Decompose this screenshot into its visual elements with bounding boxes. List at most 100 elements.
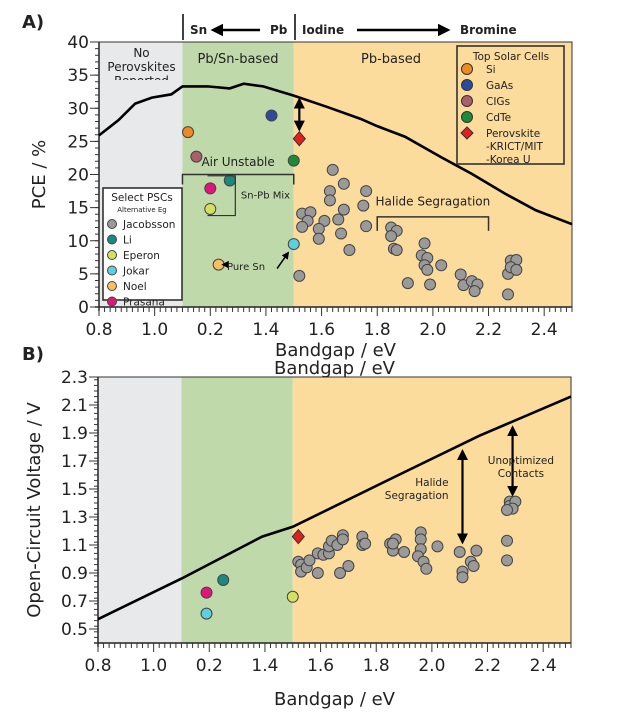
air-unstable-bracket [181, 173, 295, 185]
region-label-no-perovskites-box: No Perovskites Reported [107, 46, 176, 80]
legend-marker-diamond [460, 126, 474, 140]
x-tick-label: 0.8 [84, 656, 111, 676]
data-point-jacobsson [467, 560, 480, 572]
data-point-perovskite [292, 130, 306, 147]
data-point-jacobsson [323, 194, 336, 207]
x-tick-label: 1.8 [364, 320, 391, 340]
data-point-jacobsson [420, 562, 433, 575]
annotation-unoptimized-contacts: Contacts [498, 468, 544, 480]
data-point-jacobsson [337, 177, 350, 190]
header-bromine: Bromine [460, 23, 517, 37]
legend-entry-label: CIGs [486, 96, 510, 108]
legend-entry-label: CdTe [486, 112, 511, 124]
data-point-jacobsson [335, 227, 348, 240]
legend-entry-label: -Korea U [486, 154, 531, 166]
y-tick-label: 20 [67, 166, 89, 186]
data-point-jacobsson [454, 268, 467, 281]
legend-marker [107, 265, 117, 276]
legend-marker [107, 234, 117, 245]
y-tick-label: 25 [67, 132, 89, 152]
legend-title: Top Solar Cells [472, 51, 549, 63]
legend-marker [461, 95, 473, 107]
sn-pb-mix-bracket [207, 175, 236, 217]
legend-entry-label: Jokar [122, 266, 150, 278]
x-tick-label: 0.2 [196, 656, 223, 676]
x-tick-label: 1.6 [308, 320, 335, 340]
annotation-halide-segregation: Halide [415, 477, 448, 489]
data-point-jacobsson [332, 213, 345, 226]
panel-b [89, 376, 572, 652]
data-point-jacobsson [342, 560, 355, 572]
data-point-cigs [190, 150, 203, 163]
legend-title: Select PSCs [111, 192, 173, 204]
y-tick-label: 5 [78, 265, 89, 285]
data-point-jacobsson [501, 534, 514, 547]
legend-top-solar-cells [456, 45, 565, 165]
data-point-jacobsson [390, 244, 403, 257]
y-tick-label: 35 [67, 66, 89, 86]
legend-marker [107, 219, 117, 229]
data-point-jacobsson [312, 222, 325, 235]
data-point-jacobsson [385, 230, 398, 243]
y-tick-label: 1.7 [61, 452, 88, 472]
legend-entry-label: Li [123, 235, 132, 247]
data-point-jacobsson [468, 285, 481, 298]
data-point-jacobsson [421, 263, 434, 276]
annotation-halide-segregation: Halide Segragation [376, 195, 491, 209]
data-point-jacobsson [359, 537, 372, 550]
region-label-pb: Pb-based [361, 52, 421, 67]
data-point-prasana [204, 182, 217, 195]
region-band [292, 377, 571, 643]
data-point-jacobsson [293, 269, 306, 282]
y-tick-label: 0.5 [61, 620, 88, 640]
region-label-no-perovskites: No Perovskites Reported [107, 46, 176, 80]
y-tick-label: 1.1 [61, 536, 88, 556]
data-point-jacobsson [357, 199, 370, 212]
data-point-eperon [286, 590, 299, 603]
y-tick-label: 0.9 [61, 564, 88, 584]
x-tick-label: 1.4 [252, 320, 279, 340]
data-point-gaas [265, 109, 278, 122]
data-point-eperon [204, 202, 217, 215]
y-axis-title: PCE / % [29, 140, 50, 209]
data-point-jacobsson [456, 571, 469, 584]
data-point-jacobsson [360, 185, 373, 198]
x-tick-label: 2.4 [530, 656, 557, 676]
x-tick-label: 1.0 [141, 320, 168, 340]
x-axis-title: Bandgap / eV [274, 689, 396, 710]
legend-entry-label: Eperon [123, 250, 160, 262]
panel-a: No Perovskites Reported [90, 41, 573, 316]
region-band [293, 42, 572, 307]
region-label-pb-sn: Pb/Sn-based [198, 52, 279, 67]
data-point-jacobsson [312, 232, 325, 245]
legend-entry-label: Si [486, 64, 496, 76]
data-point-li [217, 574, 230, 586]
x-tick-label: 1.8 [363, 656, 390, 676]
y-tick-label: 10 [67, 232, 89, 252]
legend-subtitle: Alternative Eg [117, 206, 167, 214]
annotation-unoptimized-contacts: Unoptimized [488, 455, 554, 467]
y-tick-label: 1.9 [61, 424, 88, 444]
legend-entry-label: Jacobsson [122, 219, 175, 231]
legend-marker [461, 63, 473, 75]
x-tick-label: 1.0 [140, 656, 167, 676]
panel-label: A) [22, 12, 44, 33]
data-point-perovskite [291, 528, 305, 545]
data-point-jacobsson [401, 277, 414, 290]
data-point-noel [212, 258, 225, 271]
y-tick-label: 1.3 [61, 508, 88, 528]
data-point-jacobsson [336, 533, 349, 546]
y-tick-label: 2.1 [61, 396, 88, 416]
data-point-jokar [287, 238, 300, 251]
region-band [98, 377, 182, 643]
sq-limit-curve [98, 82, 573, 226]
annotation-air-unstable: Air Unstable [201, 155, 274, 169]
data-point-jacobsson [334, 567, 347, 579]
halide-segregation-bracket [376, 216, 490, 231]
annotation-halide-segregation: Segragation [385, 490, 449, 502]
y-tick-label: 30 [67, 99, 89, 119]
y-tick-label: 2.3 [61, 368, 88, 388]
legend-marker [107, 250, 117, 260]
data-point-jacobsson [337, 203, 350, 216]
